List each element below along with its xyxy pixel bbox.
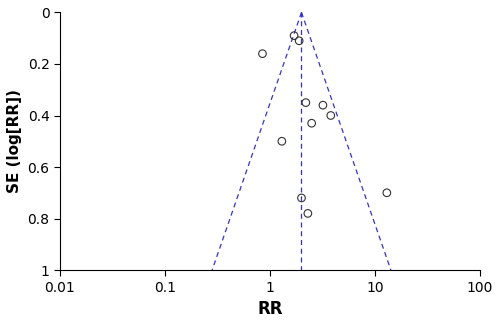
Point <box>258 51 266 56</box>
Point <box>383 190 391 195</box>
Point <box>327 113 335 118</box>
Point <box>295 38 303 43</box>
Point <box>302 100 310 105</box>
Point <box>308 121 316 126</box>
Point <box>298 195 306 201</box>
Y-axis label: SE (log[RR]): SE (log[RR]) <box>7 89 22 193</box>
X-axis label: RR: RR <box>257 300 282 318</box>
Point <box>304 211 312 216</box>
Point <box>319 103 327 108</box>
Point <box>278 139 286 144</box>
Point <box>290 33 298 38</box>
